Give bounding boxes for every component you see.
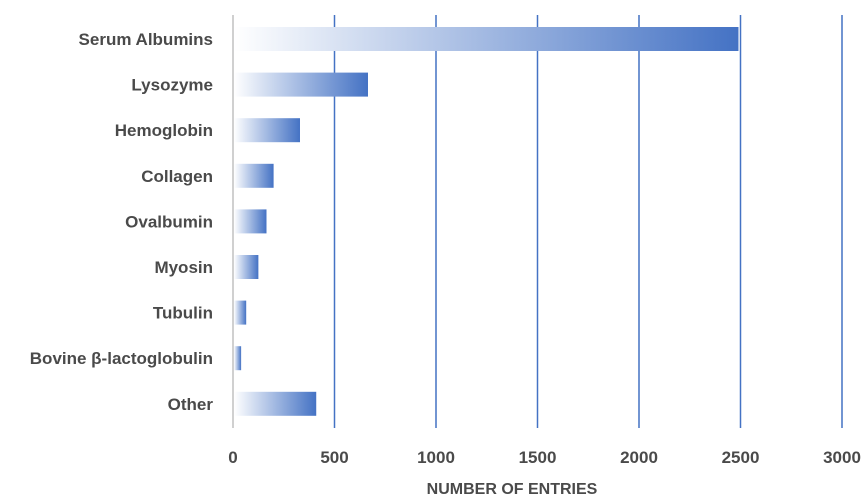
category-label: Other bbox=[168, 395, 214, 414]
bar bbox=[234, 118, 300, 143]
bar bbox=[234, 209, 267, 234]
bar bbox=[234, 391, 317, 416]
labels: 0 500 1000 1500 2000 2500 3000 Serum Albumins Ly… bbox=[30, 30, 861, 467]
category-label: Ovalbumin bbox=[125, 212, 213, 231]
bars bbox=[234, 27, 739, 416]
category-label: Lysozyme bbox=[131, 76, 213, 95]
category-label: Tubulin bbox=[153, 304, 213, 323]
x-tick-label: 2500 bbox=[722, 448, 760, 467]
x-tick-label: 3000 bbox=[823, 448, 861, 467]
bar bbox=[234, 300, 247, 325]
category-label: Serum Albumins bbox=[79, 30, 213, 49]
bar bbox=[234, 163, 274, 188]
x-tick-label: 1500 bbox=[519, 448, 557, 467]
category-label: Bovine β-lactoglobulin bbox=[30, 349, 213, 368]
category-label: Collagen bbox=[141, 167, 213, 186]
bar bbox=[234, 255, 259, 279]
x-tick-label: 0 bbox=[228, 448, 237, 467]
x-axis-title: NUMBER OF ENTRIES bbox=[427, 481, 598, 497]
category-label: Myosin bbox=[154, 258, 213, 277]
bar bbox=[234, 346, 242, 371]
bar bbox=[234, 27, 739, 51]
bar bbox=[234, 72, 368, 97]
x-tick-label: 2000 bbox=[620, 448, 658, 467]
category-label: Hemoglobin bbox=[115, 121, 213, 140]
gridlines bbox=[333, 15, 843, 428]
x-tick-label: 1000 bbox=[417, 448, 455, 467]
x-tick-label: 500 bbox=[320, 448, 348, 467]
